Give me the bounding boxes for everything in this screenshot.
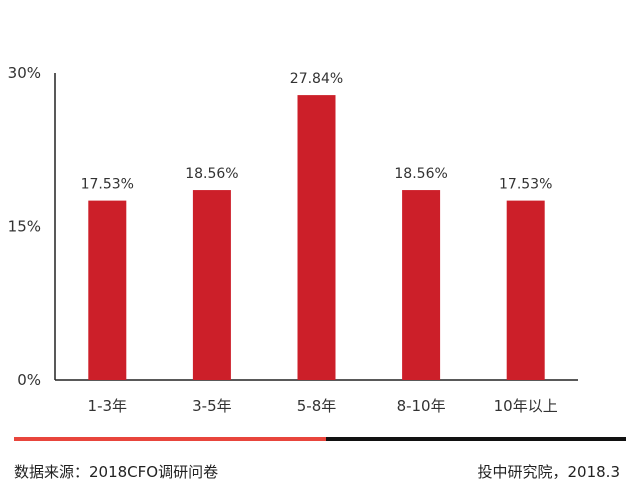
category-label: 3-5年 xyxy=(192,397,232,415)
category-label: 10年以上 xyxy=(494,397,558,415)
bar-value-label: 18.56% xyxy=(185,166,238,182)
value-labels-group: 17.53% 18.56% 27.84% 18.56% 17.53% xyxy=(81,71,553,193)
bar-value-label: 17.53% xyxy=(499,177,552,193)
bar xyxy=(88,200,127,380)
y-tick-label: 0% xyxy=(17,371,41,389)
category-label: 5-8年 xyxy=(297,397,337,415)
data-source-note: 数据来源：2018CFO调研问卷 xyxy=(14,463,219,481)
bar xyxy=(297,95,336,380)
bar-value-label: 17.53% xyxy=(81,177,134,193)
bar-chart: 17.53% 18.56% 27.84% 18.56% 17.53% 1-3年 3-5年 5… xyxy=(8,64,578,415)
credit-note: 投中研究院，2018.3 xyxy=(477,463,621,481)
divider-black xyxy=(326,437,626,441)
bar xyxy=(192,190,231,380)
y-tick-label: 15% xyxy=(8,218,41,236)
bars-group xyxy=(88,95,545,380)
category-label: 1-3年 xyxy=(88,397,128,415)
bar-value-label: 27.84% xyxy=(290,71,343,87)
bar-value-label: 18.56% xyxy=(394,166,447,182)
bar xyxy=(402,190,441,380)
bar xyxy=(506,200,545,380)
category-label: 8-10年 xyxy=(397,397,446,415)
category-labels-group: 1-3年 3-5年 5-8年 8-10年 10年以上 xyxy=(88,397,558,415)
y-tick-labels-group: 0% 15% 30% xyxy=(8,64,41,389)
y-tick-label: 30% xyxy=(8,64,41,82)
divider-red xyxy=(14,437,326,441)
